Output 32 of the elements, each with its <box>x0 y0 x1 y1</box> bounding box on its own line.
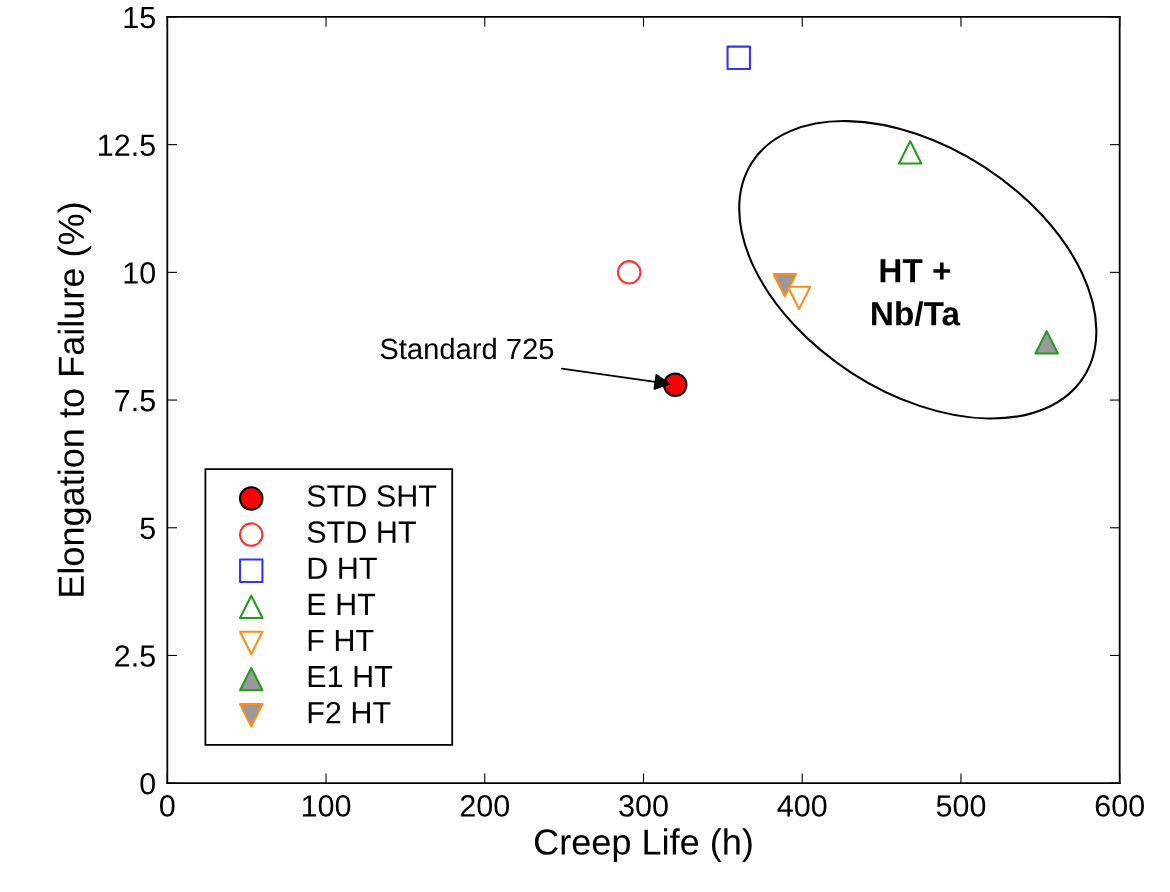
annotation: Standard 725 <box>380 337 554 360</box>
legend-label: E1 HT <box>308 666 393 688</box>
point <box>726 45 751 71</box>
x-tick-label: 300 <box>619 795 668 817</box>
x-tick-label: 200 <box>460 795 510 817</box>
x-tick-label: 600 <box>1095 795 1144 817</box>
legend-label: STD HT <box>307 521 416 543</box>
annotation: HT + Nb/Ta <box>872 259 961 326</box>
legend-label: F HT <box>308 629 374 651</box>
y-axis-title: Elongation to Failure (%) <box>57 203 92 596</box>
point <box>663 372 688 397</box>
x-tick-label: 0 <box>160 795 175 817</box>
legend-label: F2 HT <box>308 701 391 724</box>
x-tick-label: 500 <box>936 795 986 817</box>
y-tick-label: 12.5 <box>99 134 155 157</box>
point <box>616 260 642 285</box>
legend-label: STD SHT <box>307 485 437 507</box>
y-tick-label: 7.5 <box>115 390 155 412</box>
legend-label: D HT <box>308 557 377 579</box>
x-tick-label: 100 <box>302 795 351 817</box>
y-tick-label: 0 <box>140 772 156 795</box>
y-tick-label: 10 <box>124 262 156 284</box>
x-tick-label: 400 <box>777 795 827 817</box>
point <box>772 272 798 298</box>
point <box>786 285 812 311</box>
point <box>1034 330 1059 355</box>
y-tick-label: 5 <box>140 517 155 540</box>
point <box>897 140 923 165</box>
x-axis-title: Creep Life (h) <box>534 828 752 862</box>
y-tick-label: 15 <box>124 7 155 29</box>
legend-label: E HT <box>308 593 376 615</box>
y-tick-label: 2.5 <box>115 645 155 667</box>
